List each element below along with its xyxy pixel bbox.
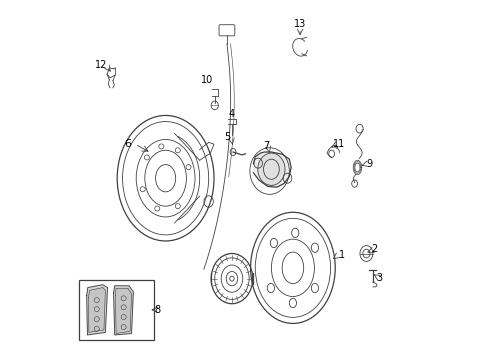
Polygon shape (253, 152, 290, 187)
Text: 6: 6 (124, 139, 131, 149)
Text: 3: 3 (375, 273, 381, 283)
Text: 2: 2 (370, 244, 377, 254)
Polygon shape (86, 285, 107, 335)
Bar (79, 280, 154, 339)
Polygon shape (88, 288, 105, 332)
Text: 9: 9 (366, 159, 371, 169)
Polygon shape (113, 286, 133, 335)
Text: 1: 1 (338, 250, 345, 260)
Text: 12: 12 (95, 60, 107, 70)
Text: 13: 13 (293, 19, 305, 29)
Text: 11: 11 (333, 139, 345, 149)
Ellipse shape (257, 153, 285, 185)
Text: 5: 5 (224, 132, 230, 142)
Polygon shape (115, 288, 131, 333)
Text: 4: 4 (228, 109, 235, 119)
Text: 8: 8 (154, 305, 161, 315)
Text: 10: 10 (200, 75, 213, 85)
Text: 7: 7 (263, 141, 268, 151)
